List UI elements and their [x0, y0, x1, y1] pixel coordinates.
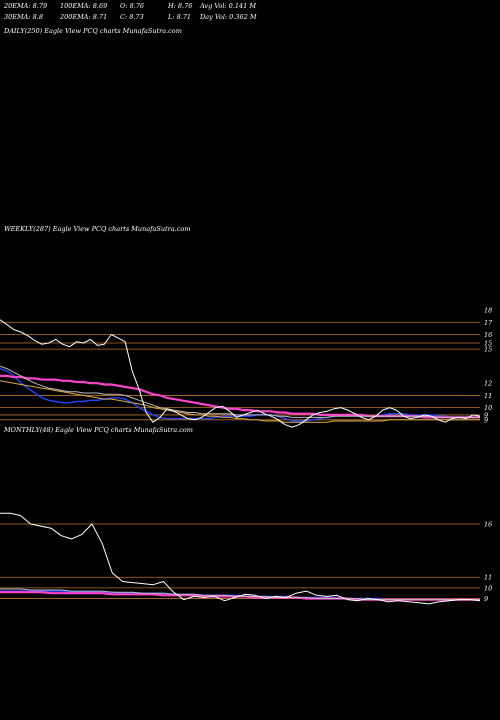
header-avg-vol: Avg Vol: 0.141 M: [200, 2, 257, 10]
weekly-series-ema-extra: [0, 380, 480, 423]
weekly-panel-label: WEEKLY(287) Eagle View PCQ charts Munafa…: [4, 225, 191, 233]
weekly-y-tick-label: 12: [484, 380, 492, 388]
header-close: C: 8.73: [120, 13, 144, 21]
daily-panel-label: DAILY(250) Eagle View PCQ charts MunafaS…: [4, 27, 182, 35]
header-ema30: 30EMA: 8.8: [4, 13, 43, 21]
monthly-y-tick-label: 10: [484, 584, 492, 592]
header-ema100: 100EMA: 8.69: [60, 2, 108, 10]
weekly-y-tick-label: 9: [484, 416, 488, 424]
header-low: L: 8.71: [168, 13, 192, 21]
header-day-vol: Day Vol: 0.362 M: [200, 13, 257, 21]
monthly-series-price: [0, 512, 481, 605]
weekly-y-tick-label: 15: [484, 340, 492, 348]
weekly-y-tick-label: 11: [484, 392, 492, 400]
monthly-y-tick-label: 11: [484, 574, 492, 582]
header-ema20: 20EMA: 8.79: [4, 2, 48, 10]
monthly-panel-label: MONTHLY(48) Eagle View PCQ charts Munafa…: [4, 426, 193, 434]
weekly-y-tick-label: 16: [484, 331, 492, 339]
weekly-y-tick-label: 17: [484, 319, 493, 327]
header-ema200: 200EMA: 8.71: [60, 13, 108, 21]
weekly-y-tick-label: 9: [484, 411, 488, 419]
weekly-series-ema-slow: [0, 365, 480, 418]
weekly-y-tick-label: 10: [484, 404, 492, 412]
weekly-y-tick-label: 18: [484, 307, 492, 315]
monthly-y-tick-label: 16: [484, 520, 492, 528]
weekly-series-ema-fast: [0, 367, 480, 422]
header-high: H: 8.76: [168, 2, 193, 10]
weekly-series-price: [0, 319, 481, 428]
weekly-series-ema-mid: [0, 374, 480, 419]
header-open: O: 8.76: [120, 2, 145, 10]
weekly-y-tick-label: 15: [484, 346, 492, 354]
monthly-y-tick-label: 9: [484, 595, 488, 603]
